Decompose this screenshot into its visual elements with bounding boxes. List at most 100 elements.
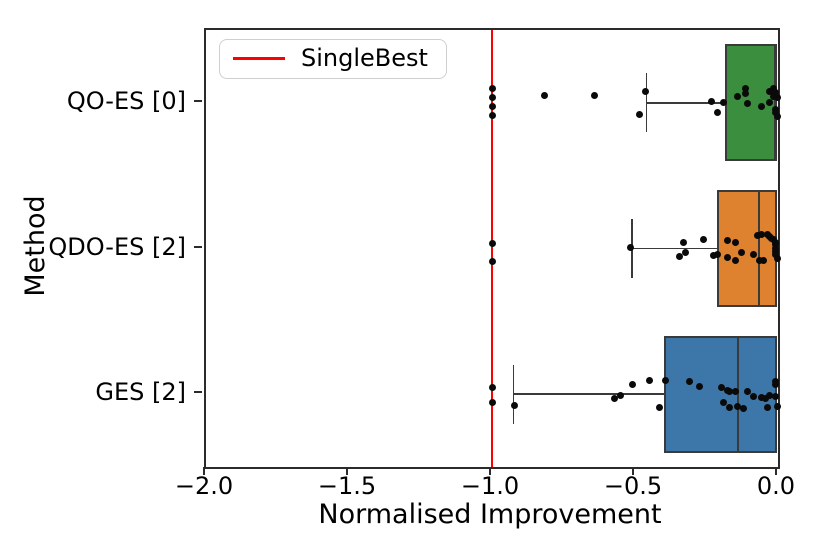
data-point (661, 376, 669, 384)
data-point (765, 99, 773, 107)
data-point (720, 99, 728, 107)
data-point (488, 94, 496, 102)
xtick-label-0: −2.0 (174, 472, 234, 500)
data-point (488, 240, 496, 247)
data-point (645, 376, 653, 384)
data-point (709, 252, 717, 259)
data-point (773, 402, 781, 410)
whisker-line (512, 393, 664, 395)
legend: SingleBest (219, 39, 447, 79)
xtick-label-2: −1.0 (460, 472, 520, 500)
xtick-label-3: −0.5 (603, 472, 663, 500)
x-tick-mark (632, 467, 634, 475)
singlebest-line-swatch (233, 56, 285, 60)
whisker-line (630, 247, 718, 250)
y-tick-mark (194, 99, 202, 102)
data-point (488, 103, 496, 111)
data-point (761, 394, 769, 402)
data-point (488, 258, 496, 265)
data-point (743, 100, 751, 108)
whisker-cap (512, 364, 515, 424)
data-point (743, 387, 751, 395)
data-point (758, 231, 766, 238)
ytick-label-ges: GES [2] (95, 378, 186, 406)
data-point (773, 255, 781, 262)
data-point (695, 382, 703, 390)
xtick-label-4: 0.0 (756, 472, 796, 500)
data-point (685, 377, 693, 385)
data-point (740, 404, 748, 412)
data-point (611, 394, 619, 402)
data-point (628, 380, 636, 388)
data-point (771, 380, 779, 388)
data-point (726, 403, 734, 411)
data-point (766, 391, 774, 399)
ytick-label-qdo-es: QDO-ES [2] (48, 233, 186, 261)
data-point (679, 239, 687, 246)
data-point (742, 90, 750, 98)
data-point (723, 254, 731, 261)
data-point (726, 387, 734, 395)
data-point (488, 112, 496, 120)
data-point (617, 391, 625, 399)
data-point (750, 392, 758, 400)
xtick-label-1: −1.5 (317, 472, 377, 500)
whisker-line (645, 102, 726, 104)
ytick-label-qo-es: QO-ES [0] (66, 87, 186, 115)
data-point (720, 398, 728, 406)
data-point (723, 237, 731, 244)
x-tick-mark (489, 467, 491, 475)
data-point (733, 402, 741, 410)
data-point (590, 92, 598, 100)
data-point (755, 257, 763, 264)
singlebest-reference-line (490, 30, 494, 467)
median-line (773, 44, 776, 162)
data-point (700, 236, 708, 243)
median-line (736, 335, 739, 453)
data-point (763, 403, 771, 411)
data-point (731, 239, 739, 246)
plot-area: SingleBest (204, 28, 781, 469)
data-point (731, 387, 739, 395)
data-point (713, 109, 721, 117)
data-point (627, 244, 635, 251)
data-point (681, 249, 689, 256)
data-point (771, 251, 779, 258)
x-tick-mark (346, 467, 348, 475)
data-point (737, 249, 745, 256)
data-point (510, 401, 518, 409)
data-point (488, 383, 496, 391)
data-point (656, 403, 664, 411)
data-point (770, 85, 778, 93)
data-point (773, 113, 781, 121)
data-point (772, 109, 780, 117)
data-point (750, 251, 758, 258)
data-point (541, 92, 549, 100)
legend-label: SingleBest (301, 44, 428, 72)
x-axis-title: Normalised Improvement (318, 499, 662, 530)
data-point (714, 251, 722, 258)
data-point (708, 98, 716, 106)
whisker-cap (645, 73, 648, 133)
data-point (717, 383, 725, 391)
data-point (741, 85, 749, 93)
data-point (765, 88, 773, 96)
data-point (488, 398, 496, 406)
x-tick-mark (775, 467, 777, 475)
data-point (760, 257, 768, 264)
data-point (757, 103, 765, 111)
x-tick-mark (203, 467, 205, 475)
data-point (488, 85, 496, 93)
data-point (754, 232, 762, 239)
median-line (758, 190, 761, 307)
y-tick-mark (194, 245, 202, 248)
data-point (771, 392, 779, 400)
box-qdo-es-2- (717, 190, 777, 307)
data-point (771, 241, 779, 248)
data-point (642, 88, 650, 96)
data-point (731, 257, 739, 264)
data-point (773, 94, 781, 102)
data-point (772, 89, 780, 97)
data-point (675, 253, 683, 260)
